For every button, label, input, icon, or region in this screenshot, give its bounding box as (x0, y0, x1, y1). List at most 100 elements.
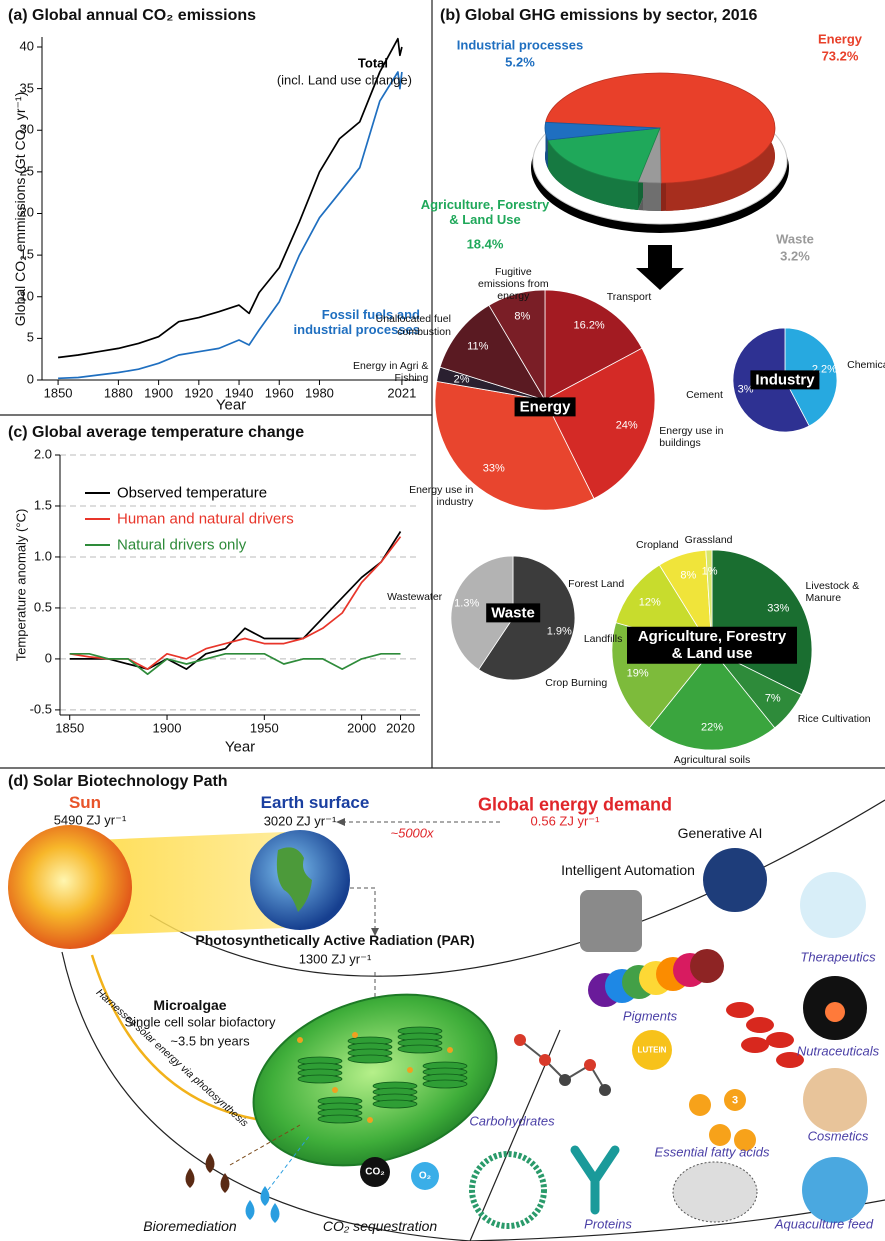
category-label: Industrial processes (456, 37, 584, 53)
y-tick-label: 40 (19, 38, 34, 54)
chart-title: (c) Global average temperature change (8, 423, 305, 441)
automation-icon (580, 890, 642, 952)
value-label: 1.9% (546, 625, 572, 638)
drop (205, 1153, 215, 1173)
series-line (58, 71, 403, 380)
category-label: Chemicals (847, 358, 885, 371)
x-tick-label: 1850 (43, 385, 73, 401)
cage (469, 1151, 547, 1229)
y-tick-label: 20 (19, 205, 34, 221)
value-label: 3% (737, 383, 754, 396)
value-label: 19% (626, 667, 649, 680)
y-tick-label: 1.5 (33, 497, 52, 513)
thylakoid (397, 1044, 443, 1054)
microalgae-label: Microalgae (153, 996, 227, 1013)
demand-label: Global energy demand (477, 794, 673, 815)
par-label: Photosynthetically Active Radiation (PAR… (195, 931, 475, 948)
pie-slice (544, 289, 643, 401)
value-label: 1.3% (454, 597, 480, 610)
x-tick-label: 1940 (224, 385, 254, 401)
oil-drop (689, 1094, 711, 1116)
x-axis-label: Year (224, 738, 256, 756)
earth-value: 3020 ZJ yr⁻¹ (263, 813, 337, 829)
bioremediation-label: Bioremediation (143, 1217, 237, 1234)
pie-center-label: Industry (750, 370, 820, 390)
thylakoid (422, 1079, 468, 1089)
atom (584, 1059, 596, 1071)
pie-slice (544, 347, 656, 500)
o2-label: O₂ (418, 1170, 432, 1182)
arrow-head (336, 818, 345, 826)
legend-label: Observed temperature (117, 484, 268, 502)
y-tick-label: -0.5 (29, 701, 52, 717)
category-label: Landfills (583, 633, 623, 646)
value-label: 33% (482, 462, 505, 475)
category-label: Transport (606, 291, 652, 304)
oil-drop (734, 1129, 756, 1151)
product-label: Proteins (584, 1216, 632, 1232)
drop (270, 1203, 280, 1223)
drop (245, 1200, 255, 1220)
y-tick-label: 5 (26, 329, 34, 345)
x-tick-label: 1950 (249, 720, 279, 736)
atom (559, 1074, 571, 1086)
tech-label: Intelligent Automation (561, 861, 695, 878)
category-label: Energy (817, 31, 863, 47)
thylakoid (297, 1074, 343, 1084)
starch-granule (407, 1067, 413, 1073)
y-tick-label: 25 (19, 163, 34, 179)
capsule (776, 1052, 804, 1068)
pie-slice (439, 304, 546, 401)
sun-label: Sun (68, 793, 102, 813)
omega-label: 3 (731, 1094, 739, 1107)
category-label: Agricultural soils (673, 753, 751, 766)
atom (514, 1034, 526, 1046)
earth-land (276, 847, 312, 912)
value-label: 73.2% (821, 48, 859, 64)
value-label: 1% (701, 565, 718, 578)
category-label: Rice Cultivation (797, 712, 871, 725)
category-label: Fugitive emissions from energy (478, 266, 549, 303)
thylakoid (372, 1099, 418, 1109)
category-label: Waste (776, 231, 814, 247)
x-tick-label: 1900 (152, 720, 182, 736)
y-tick-label: 15 (19, 246, 34, 262)
value-label: 16.2% (573, 320, 605, 333)
down-arrow (636, 245, 684, 290)
value-label: 24% (615, 419, 638, 432)
value-label: 5.2% (505, 54, 535, 70)
product-label: Essential fatty acids (654, 1144, 770, 1160)
capsule (741, 1037, 769, 1053)
y-tick-label: 30 (19, 121, 34, 137)
pie-center-label: Energy (514, 397, 576, 417)
oil-drop (709, 1124, 731, 1146)
starch-granule (367, 1117, 373, 1123)
category-label: Energy use in buildings (659, 424, 724, 449)
x-tick-label: 1960 (264, 385, 294, 401)
drop (220, 1173, 230, 1193)
co2-label: CO₂ (365, 1166, 385, 1178)
par-value: 1300 ZJ yr⁻¹ (298, 951, 372, 967)
legend-label: Human and natural drivers (117, 510, 294, 528)
y-tick-label: 35 (19, 80, 34, 96)
oil-drop (724, 1089, 746, 1111)
series-label: Fossil fuels and industrial processes (293, 307, 420, 337)
pigment (690, 949, 724, 983)
lutein-label: LUTEIN (637, 1045, 667, 1055)
chart-title: (a) Global annual CO₂ emissions (8, 6, 257, 24)
atom (599, 1084, 611, 1096)
capsule (726, 1002, 754, 1018)
value-label: 8% (514, 310, 531, 323)
pie-center-label: Waste (486, 603, 540, 623)
atom (539, 1054, 551, 1066)
category-label: Energy in Agri & Fishing (353, 359, 429, 384)
dashed-arrow (350, 887, 376, 928)
x-tick-label: 2020 (386, 720, 415, 736)
drop (185, 1168, 195, 1188)
value-label: 18.4% (466, 236, 504, 252)
sun (8, 825, 132, 949)
value-label: 8% (680, 569, 697, 582)
chart-title: (b) Global GHG emissions by sector, 2016 (440, 6, 758, 24)
